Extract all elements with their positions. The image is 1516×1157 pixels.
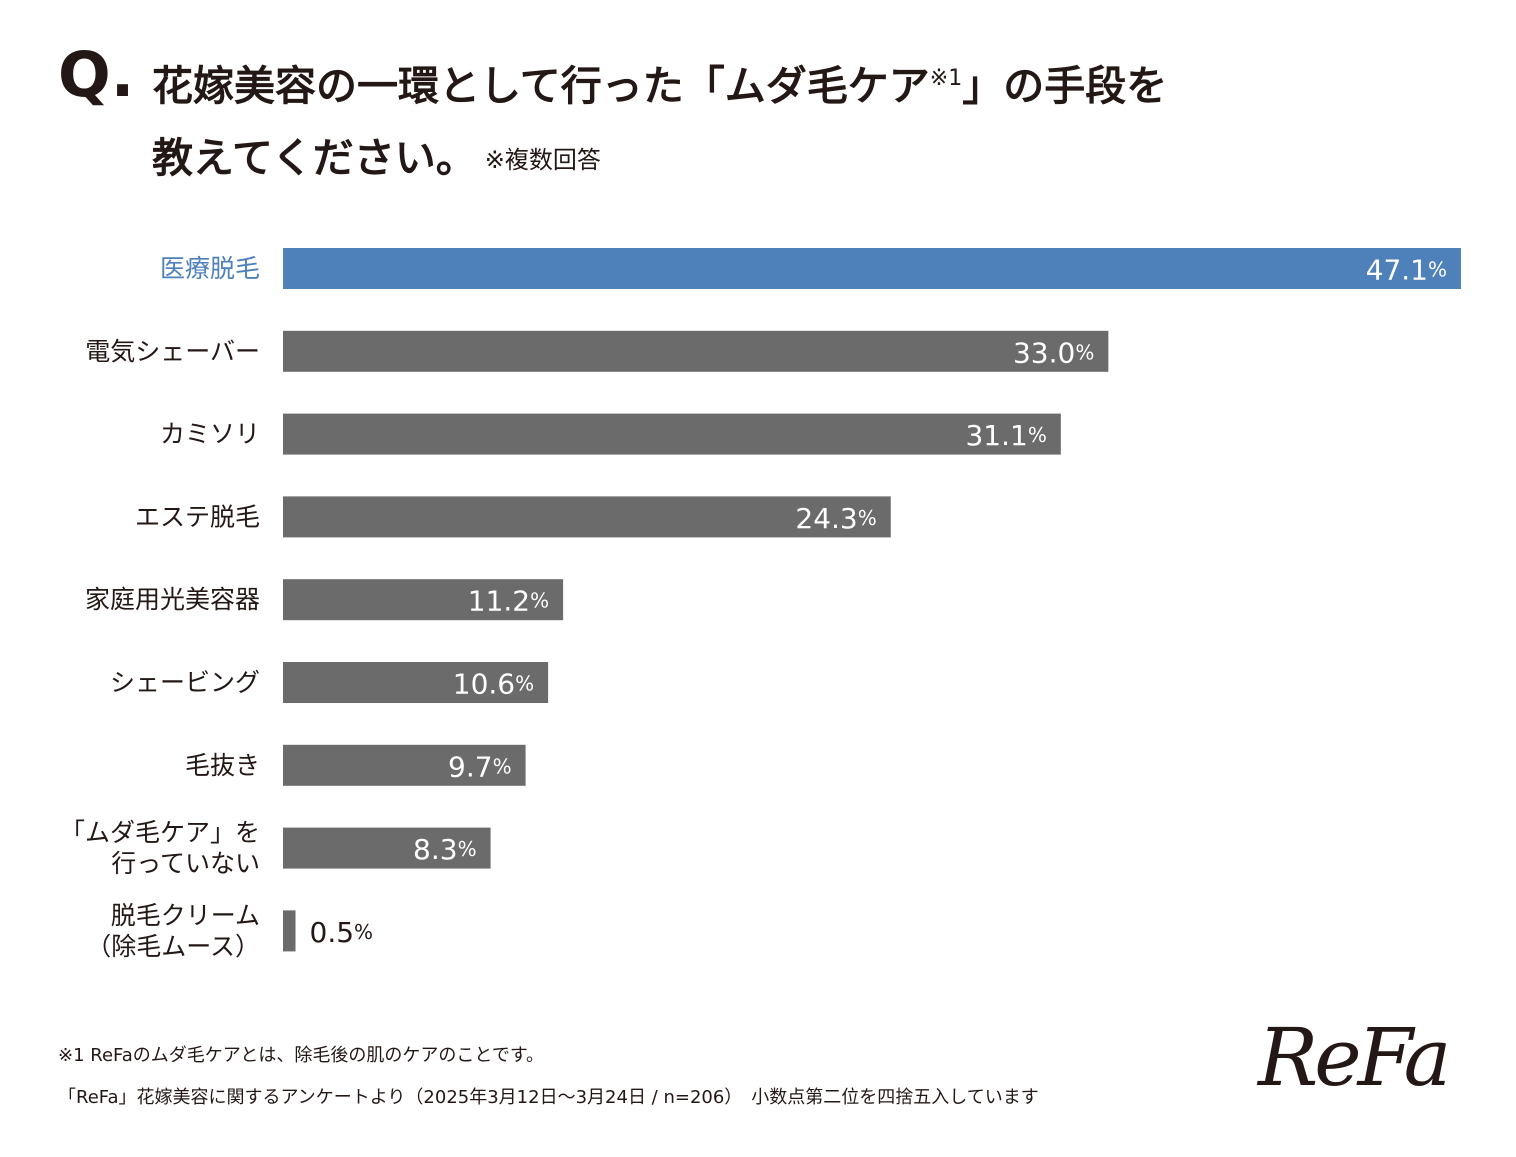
bar: [283, 910, 296, 952]
value-label: 47.1%: [1366, 253, 1447, 286]
category-label: 脱毛クリーム: [111, 901, 260, 930]
footnote-refa-care: ※1 ReFaのムダ毛ケアとは、除毛後の肌のケアのことです。: [58, 1045, 545, 1066]
value-label: 31.1%: [965, 419, 1046, 452]
refa-logo: ReFa: [1258, 1011, 1451, 1104]
question-mark: Q.: [58, 38, 135, 111]
category-label: 医療脱毛: [160, 254, 260, 283]
value-label: 33.0%: [1013, 336, 1094, 369]
value-label: 9.7%: [448, 750, 512, 783]
question-title-line2: 教えてください。 ※複数回答: [152, 138, 601, 179]
bar: [283, 827, 491, 869]
category-label: 毛抜き: [185, 751, 260, 780]
question-title-line1: 花嫁美容の一環として行った「ムダ毛ケア※1」の手段を: [152, 66, 1167, 107]
value-label: 11.2%: [468, 584, 549, 617]
value-label: 8.3%: [413, 833, 477, 866]
bar: [283, 248, 1461, 289]
category-label: エステ脱毛: [135, 502, 260, 531]
value-label: 24.3%: [795, 501, 876, 534]
bar-chart: 医療脱毛 47.1% 電気シェーバー 33.0% カミソリ 31.1% エステ脱毛 24.3%…: [60, 248, 1461, 961]
question-title-line2-text: 教えてください。: [152, 134, 477, 182]
bar: [283, 662, 549, 703]
bar: [283, 579, 564, 621]
bar: [283, 330, 1109, 372]
category-label: 電気シェーバー: [85, 337, 260, 366]
footnote-survey-source: 「ReFa」花嫁美容に関するアンケートより（2025年3月12日〜3月24日 /…: [58, 1087, 1039, 1108]
bar: [283, 496, 891, 538]
category-label: 行っていない: [111, 849, 260, 878]
multiple-answer-note: ※複数回答: [484, 146, 601, 174]
question-title-text: 花嫁美容の一環として行った「ムダ毛ケア: [152, 62, 930, 110]
category-label: （除毛ムース）: [86, 932, 260, 961]
question-title-superscript: ※1: [929, 66, 963, 91]
value-label: 10.6%: [453, 667, 534, 700]
bar: [283, 413, 1061, 455]
bar: [283, 744, 526, 786]
category-label: カミソリ: [160, 420, 260, 449]
category-label: 「ムダ毛ケア」を: [60, 818, 260, 847]
category-label: シェービング: [110, 668, 260, 697]
question-title-end: 」の手段を: [962, 62, 1168, 110]
category-label: 家庭用光美容器: [85, 585, 260, 614]
value-label: 0.5%: [310, 915, 374, 948]
